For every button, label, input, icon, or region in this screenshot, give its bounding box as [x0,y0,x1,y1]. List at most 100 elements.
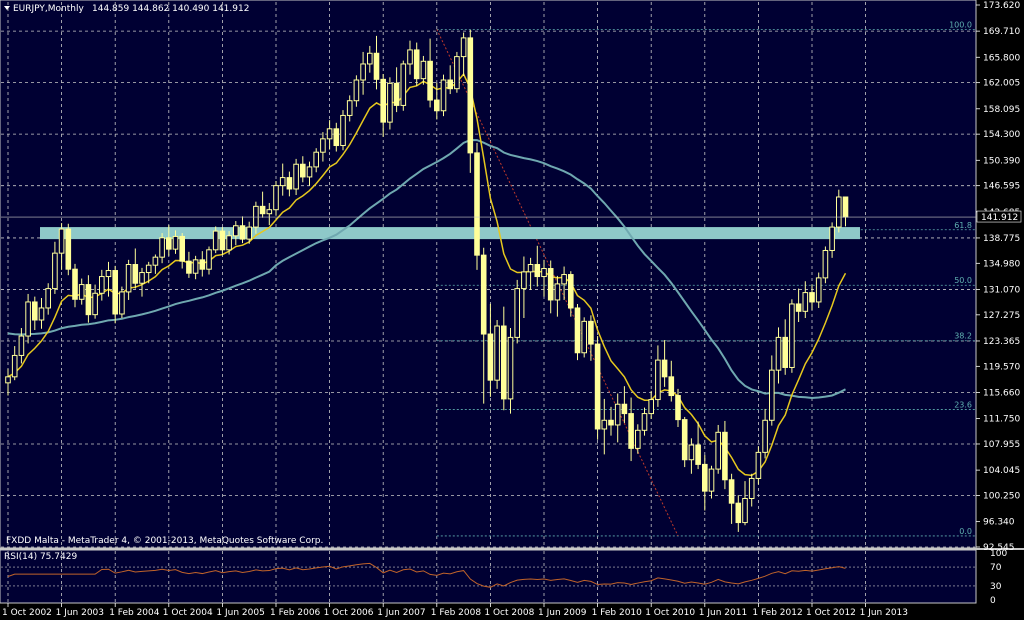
candle-bull [192,259,199,274]
time-tick-label: 1 Oct 2004 [163,608,213,618]
ohlc-values: 144.859 144.862 140.490 141.912 [92,4,249,14]
candle-bear [628,413,634,449]
candle-bull [119,291,125,315]
time-tick-label: 1 Oct 2006 [324,608,374,618]
candle-bear [842,196,849,218]
candle-bear [447,79,453,90]
collapse-triangle-icon[interactable] [4,6,10,10]
candle-bear [534,264,541,278]
price-tick-label: 119.570 [983,362,1020,372]
candle-bull [755,451,762,479]
candle-bear [32,301,38,321]
candle-bull [346,100,353,116]
candle-bull [340,114,346,147]
price-tick-label: 165.800 [983,53,1020,63]
candle-bull [159,237,165,258]
rsi-tick-label: 0 [990,596,996,606]
candle-bull [601,419,608,430]
price-axis[interactable]: 173.620 169.710 165.800 162.005 158.095 154.3… [976,1,1020,553]
rsi-tick-label: 30 [990,582,1002,592]
candle-bear [132,264,139,284]
candle-bear [259,205,266,215]
fib-level-label: 100.0 [949,20,972,29]
candle-bull [641,413,648,431]
candle-bull [99,276,105,294]
candle-bull [460,37,467,58]
time-tick-label: 1 Feb 2006 [270,608,321,618]
candle-bull [38,307,45,321]
time-axis[interactable]: 1 Oct 2002 1 Jun 2003 1 Feb 2004 1 Oct 2004… [2,603,908,618]
candle-bear [621,403,628,415]
candle-bull [145,264,152,274]
time-tick-label: 1 Feb 2010 [592,608,643,618]
candle-bull [5,376,11,384]
candle-bull [836,196,842,228]
fib-level-label: 38.2 [954,332,972,341]
candle-bear [547,268,554,301]
main-pane[interactable] [0,0,977,549]
price-tick-label: 150.390 [983,156,1020,166]
price-tick-label: 169.710 [983,27,1020,37]
candle-bull [541,268,547,278]
price-tick-label: 131.070 [983,285,1020,295]
candle-bear [199,259,206,270]
candle-bull [212,230,219,251]
time-tick-label: 1 Jun 2007 [377,608,425,618]
candle-bear [480,254,487,335]
candle-bull [708,468,715,492]
candle-bull [400,63,407,106]
rsi-axis: 100 70 30 0 [990,549,1007,606]
candle-bull [306,166,313,178]
rsi-tick-label: 100 [990,549,1007,559]
candle-bear [668,376,675,397]
candle-bear [72,268,78,300]
price-tick-label: 154.300 [983,130,1020,140]
candle-bear [588,320,594,345]
fib-level-label: 50.0 [954,276,972,285]
fast-moving-average [7,72,847,477]
copyright-footer: FXDD Malta - MetaTrader 4, © 2001-2013, … [6,536,323,546]
candle-bull [454,56,460,90]
candle-bull [25,301,31,337]
candle-bull [614,403,621,426]
candle-bear [373,52,380,80]
slow-moving-average [7,138,846,400]
rsi-pane[interactable] [0,549,977,604]
fib-level-label: 0.0 [959,527,972,536]
price-tick-label: 100.250 [983,491,1020,501]
time-tick-label: 1 Jun 2003 [56,608,104,618]
candle-bear [568,274,574,309]
candle-bear [434,99,440,112]
price-tick-label: 92.545 [983,543,1015,553]
candle-bear [782,336,789,368]
candle-bear [380,78,386,123]
candle-bear [186,260,192,274]
candle-bull [326,128,333,140]
time-tick-label: 1 Jun 2009 [538,608,587,618]
candle-bear [179,235,185,262]
price-tick-label: 173.620 [983,1,1020,11]
candle-bear [594,343,601,430]
fib-level-label: 23.6 [954,401,972,410]
rsi-line [7,562,846,588]
candle-bull [18,335,25,356]
candle-bear [728,479,735,504]
time-tick-label: 1 Oct 2008 [484,608,534,618]
time-tick-label: 1 Oct 2002 [2,608,52,618]
rsi-label: RSI(14) 75.7429 [4,552,77,562]
candle-bear [487,333,494,381]
candle-bear [474,152,480,256]
candle-bull [320,138,326,153]
candle-bull [152,256,159,266]
time-tick-label: 1 Feb 2008 [431,608,482,618]
candle-bear [675,395,681,421]
candle-bear [467,37,474,154]
candle-bull [293,163,299,190]
candle-bear [608,419,614,426]
candle-bull [52,252,58,290]
fib-level-label: 61.8 [954,221,972,230]
rsi-tick-label: 70 [990,563,1002,573]
time-tick-label: 1 Feb 2012 [752,608,802,618]
candle-bull [246,226,252,240]
